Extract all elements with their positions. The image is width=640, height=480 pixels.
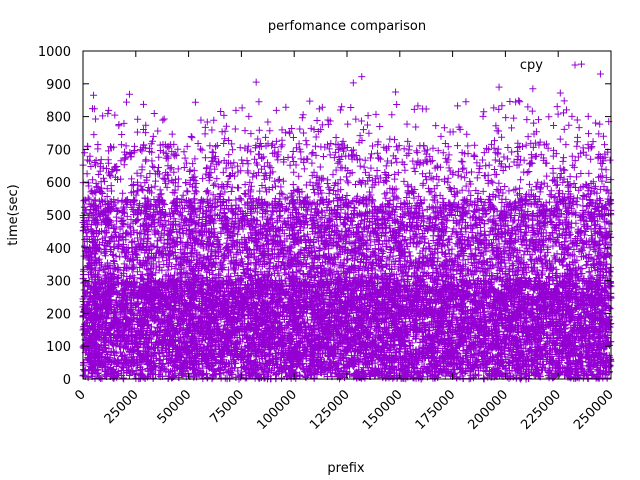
- data-points: [79, 60, 615, 383]
- data-point: [502, 340, 510, 348]
- data-point: [409, 280, 417, 288]
- data-point: [81, 367, 89, 375]
- x-axis-label: prefix: [327, 461, 364, 476]
- chart-title: perfomance comparison: [268, 19, 426, 34]
- y-axis-label: time(sec): [6, 184, 21, 245]
- data-point: [549, 277, 557, 285]
